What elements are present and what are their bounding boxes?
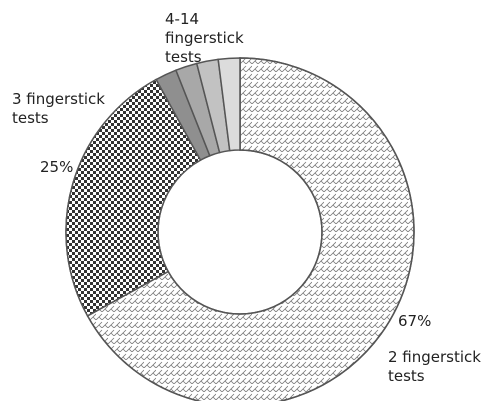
annotation: 4-14 fingerstick tests: [165, 10, 244, 66]
category-label: 3 fingerstick tests: [12, 90, 105, 127]
category-label: 2 fingerstick tests: [388, 348, 481, 385]
value-label: 25%: [40, 158, 74, 176]
value-label: 67%: [398, 312, 432, 330]
slice: [217, 57, 241, 152]
